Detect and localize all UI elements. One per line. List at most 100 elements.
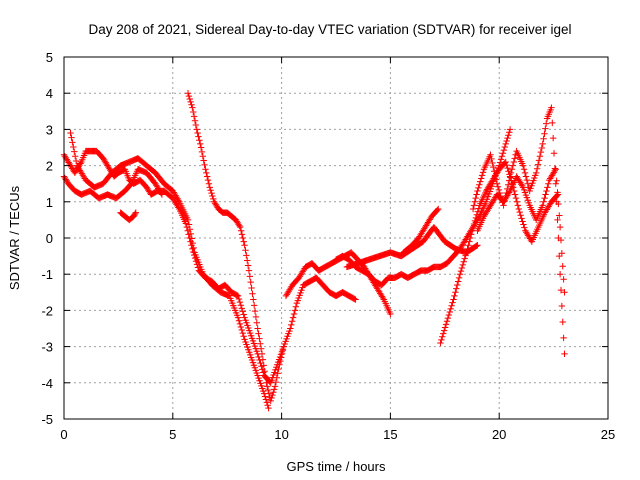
data-point [539,140,546,148]
data-point [237,323,245,331]
data-point [255,330,262,337]
data-point [550,150,558,157]
data-point [475,184,482,192]
data-point [233,292,241,299]
data-point [264,383,271,390]
x-tick-label: 5 [169,427,176,442]
data-point [506,173,514,180]
data-point [289,314,297,321]
data-point [553,177,560,185]
series-track-k [469,104,568,358]
data-point [470,220,478,228]
data-point [210,195,217,203]
data-point [70,143,77,151]
data-point [262,396,270,403]
data-point [255,353,262,361]
data-point [235,317,243,324]
data-point [203,173,211,180]
chart-title: Day 208 of 2021, Sidereal Day-to-day VTE… [89,22,572,37]
data-point [247,278,254,286]
data-point [204,176,212,184]
data-point [187,98,194,106]
data-point [175,197,182,204]
data-point [469,205,477,213]
data-point [189,245,196,253]
data-point [545,180,552,187]
data-point [522,173,530,180]
data-point [261,393,269,400]
data-point [192,121,200,129]
data-point [556,271,564,278]
data-point [534,161,542,168]
series-track-c [67,129,272,412]
data-point [491,168,498,175]
data-point [209,192,216,200]
data-point [467,234,474,242]
data-point [267,397,274,405]
data-point [132,209,140,216]
data-point [237,302,245,309]
data-point [492,176,500,183]
data-point [271,383,279,390]
data-point [263,379,270,386]
data-point [259,356,267,363]
y-tick-label: 1 [46,195,53,210]
data-point [551,167,559,174]
data-point [558,302,566,310]
data-point [516,208,523,216]
data-point [509,162,517,169]
data-point [237,223,244,231]
data-point [202,166,209,173]
data-point [473,242,480,250]
data-point [288,318,296,325]
data-point [557,286,565,294]
data-point [471,198,479,205]
data-point [234,292,242,300]
data-point [549,119,556,127]
data-point [446,308,453,316]
data-point [249,290,256,297]
x-tick-label: 15 [383,427,397,442]
data-point [520,166,528,173]
data-point [561,350,568,358]
data-point [556,212,563,219]
data-point [561,289,568,296]
gridlines [64,57,608,419]
data-point [80,173,88,181]
series-track-l [474,166,568,296]
data-point [191,117,199,124]
data-point [477,175,485,182]
data-point [251,307,259,315]
data-point [72,157,80,165]
data-point [494,183,502,191]
data-point [490,163,497,171]
data-point [264,402,271,409]
data-point [262,373,269,381]
data-point [540,198,547,205]
data-point [472,214,480,222]
data-point [458,264,466,272]
data-point [71,153,79,160]
data-point [554,216,561,224]
data-point [464,245,471,253]
data-point [502,158,509,166]
data-point [538,144,545,152]
data-point [236,222,243,229]
data-point [465,242,472,249]
data-point [190,244,197,252]
data-point [454,278,462,285]
data-point [234,314,242,321]
data-point [208,189,215,197]
data-point [73,162,81,169]
data-point [452,289,459,296]
data-point [243,252,250,259]
data-point [506,129,513,136]
data-point [524,180,531,187]
data-point [533,165,541,172]
data-point [197,140,204,148]
data-point [78,170,86,177]
data-point [277,354,285,361]
data-point [239,234,247,242]
data-point [555,200,562,208]
data-point [532,169,540,177]
